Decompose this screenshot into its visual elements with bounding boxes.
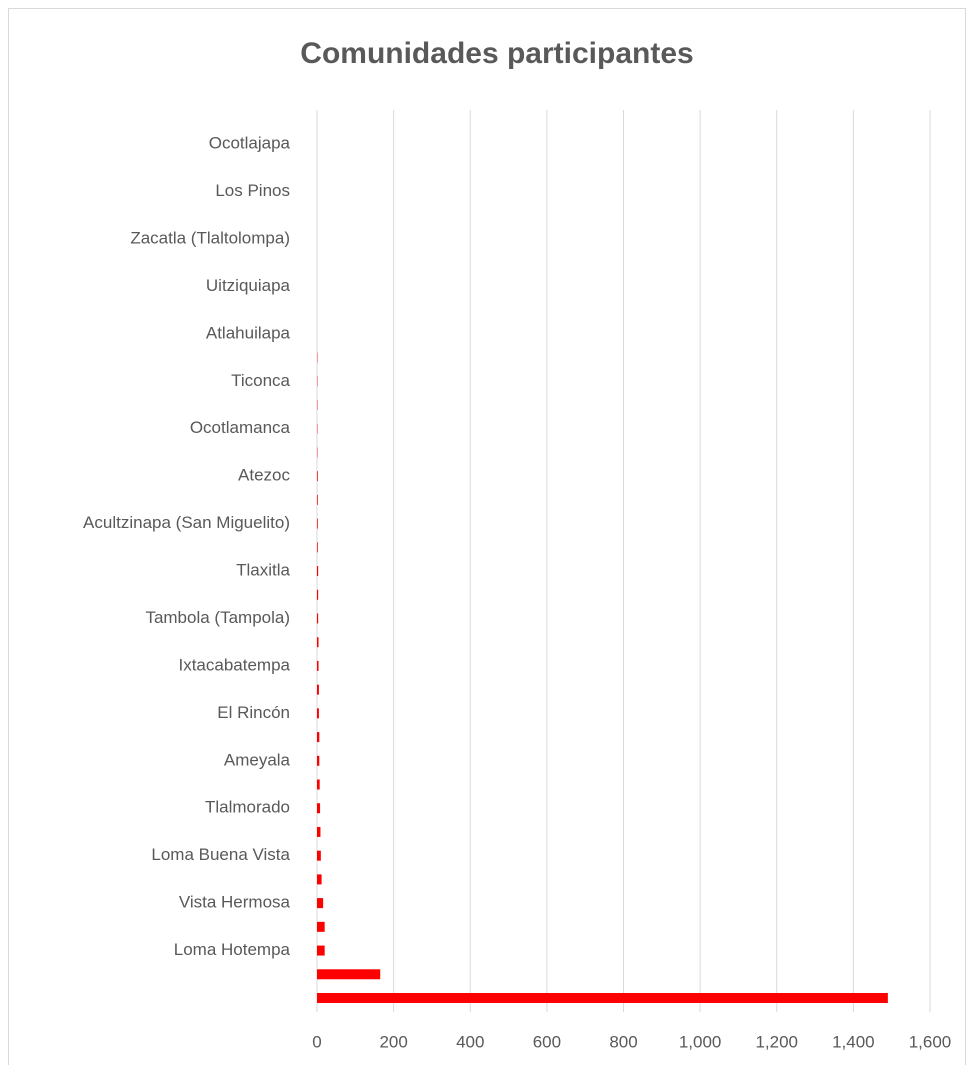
- bar: [317, 945, 325, 956]
- y-tick-label: El Rincón: [217, 703, 290, 722]
- bar: [317, 779, 320, 790]
- bar: [317, 542, 318, 553]
- y-tick-label: Ocotlamanca: [190, 418, 291, 437]
- bar: [317, 993, 888, 1003]
- bar: [317, 874, 322, 885]
- bar: [317, 732, 320, 743]
- x-tick-label: 1,000: [679, 1032, 722, 1051]
- bar: [317, 803, 321, 814]
- x-tick-label: 1,200: [755, 1032, 798, 1051]
- bar: [317, 613, 319, 624]
- y-tick-label: Los Pinos: [215, 181, 290, 200]
- y-tick-label: Ameyala: [224, 750, 291, 769]
- y-tick-label: Atezoc: [238, 466, 290, 485]
- y-tick-label: Zacatla (Tlaltolompa): [130, 228, 290, 247]
- y-tick-label: Ixtacabatempa: [178, 655, 290, 674]
- x-tick-label: 1,400: [832, 1032, 875, 1051]
- bar: [317, 755, 320, 766]
- bar: [317, 637, 319, 648]
- chart-title: Comunidades participantes: [300, 37, 693, 70]
- y-tick-label: Acultzinapa (San Miguelito): [83, 513, 290, 532]
- bar: [317, 850, 321, 861]
- bar: [317, 494, 318, 505]
- x-tick-label: 1,600: [909, 1032, 952, 1051]
- bar: [317, 660, 319, 671]
- y-tick-label: Tlalmorado: [205, 798, 290, 817]
- y-tick-label: Vista Hermosa: [179, 893, 291, 912]
- bar: [317, 826, 321, 837]
- x-tick-label: 600: [533, 1032, 561, 1051]
- y-tick-label: Ocotlajapa: [209, 134, 291, 153]
- bar: [317, 518, 318, 529]
- y-tick-label: Tambola (Tampola): [145, 608, 290, 627]
- y-tick-label: Loma Buena Vista: [151, 845, 290, 864]
- y-tick-label: Uitziquiapa: [206, 276, 291, 295]
- x-tick-label: 800: [609, 1032, 637, 1051]
- bar: [317, 589, 319, 600]
- y-tick-label: Tlaxitla: [236, 561, 290, 580]
- y-tick-label: Loma Hotempa: [174, 940, 291, 959]
- bar: [317, 566, 319, 577]
- bar: [317, 969, 381, 980]
- bar: [317, 471, 318, 482]
- bar: [317, 921, 325, 932]
- x-tick-label: 400: [456, 1032, 484, 1051]
- bar: [317, 898, 324, 909]
- y-tick-label: Ticonca: [231, 371, 290, 390]
- chart-border: [8, 8, 966, 1065]
- y-tick-label: Atlahuilapa: [206, 323, 291, 342]
- x-tick-label: 200: [379, 1032, 407, 1051]
- x-tick-label: 0: [312, 1032, 321, 1051]
- bar: [317, 708, 319, 719]
- bar: [317, 684, 319, 695]
